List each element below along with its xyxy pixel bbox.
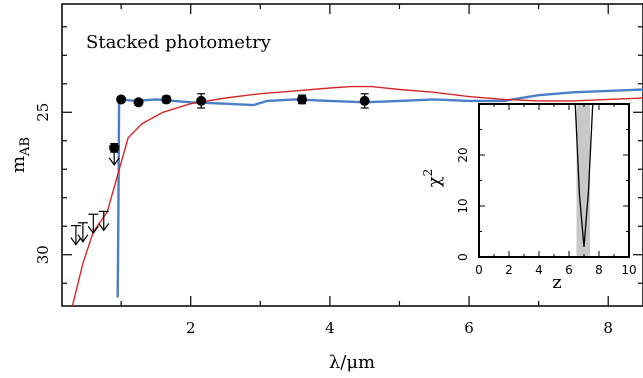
y-axis: 25 30 bbox=[34, 26, 643, 284]
photometry-point-4 bbox=[161, 94, 172, 105]
inset-y-tick-label: 20 bbox=[456, 147, 470, 162]
upper-limit-3 bbox=[87, 213, 99, 235]
inset-y-tick-label: 10 bbox=[456, 198, 470, 213]
upper-limit-4 bbox=[98, 210, 110, 232]
inset-x-tick-label: 8 bbox=[595, 263, 603, 277]
inset-x-tick-label: 2 bbox=[505, 263, 513, 277]
inset-background bbox=[479, 104, 629, 257]
inset-x-tick-label: 0 bbox=[475, 263, 483, 277]
inset-y-axis: 0 10 20 bbox=[456, 103, 629, 261]
upper-limits bbox=[70, 145, 120, 246]
inset-x-tick-label: 6 bbox=[565, 263, 573, 277]
inset-x-axis: 0 2 4 6 8 10 bbox=[475, 104, 637, 277]
photometry-point-2 bbox=[116, 94, 127, 105]
y-axis-title: mAB bbox=[8, 137, 33, 173]
x-axis: 2 4 6 8 bbox=[120, 4, 613, 337]
photometry-point-3 bbox=[133, 97, 144, 108]
photometry-point-1 bbox=[109, 142, 120, 153]
chart-title: Stacked photometry bbox=[86, 32, 272, 53]
inset-x-tick-label: 10 bbox=[621, 263, 636, 277]
inset-y-tick-label: 0 bbox=[456, 253, 470, 261]
main-plot: 2 4 6 8 25 30 Stacked photometry λ/μm mAB bbox=[8, 3, 643, 373]
y-tick-label: 30 bbox=[34, 245, 52, 264]
photometry-point-5 bbox=[196, 93, 207, 109]
inset-x-tick-label: 4 bbox=[535, 263, 543, 277]
x-tick-label: 8 bbox=[603, 319, 613, 337]
sed-line-2 bbox=[71, 85, 643, 306]
x-axis-title: λ/μm bbox=[329, 352, 375, 373]
x-tick-label: 4 bbox=[325, 319, 335, 337]
chi-squared-inset: 0 2 4 6 8 10 0 10 20 z χ2 bbox=[421, 103, 637, 293]
photometry-point-6 bbox=[297, 94, 308, 105]
chi2-curve bbox=[574, 104, 594, 247]
inset-chi2-curve bbox=[574, 104, 594, 247]
photometry-point-7 bbox=[359, 93, 370, 109]
x-tick-label: 6 bbox=[464, 319, 474, 337]
x-tick-label: 2 bbox=[186, 319, 196, 337]
photometry-points bbox=[109, 93, 370, 153]
upper-limit-1 bbox=[70, 225, 82, 246]
y-tick-label: 25 bbox=[34, 103, 52, 122]
inset-x-axis-title: z bbox=[552, 272, 561, 293]
plot-frame bbox=[61, 3, 643, 307]
upper-limit-2 bbox=[77, 222, 89, 243]
inset-y-axis-title: χ2 bbox=[421, 169, 445, 188]
